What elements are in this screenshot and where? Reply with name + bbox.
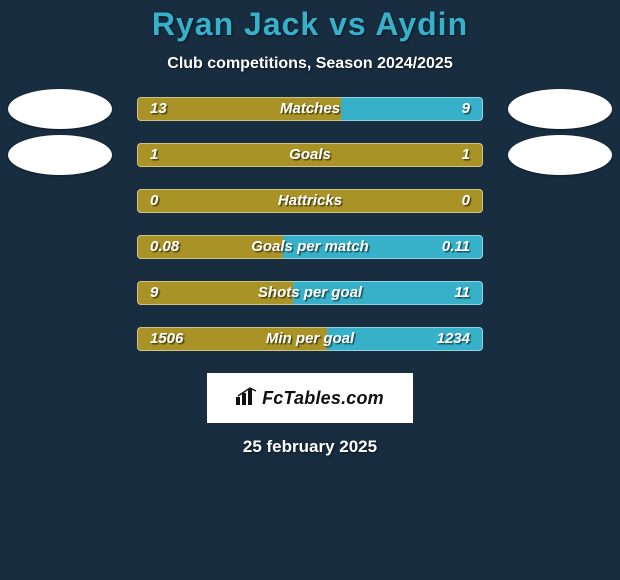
stat-label: Goals per match <box>137 235 483 259</box>
avatar-left <box>8 135 112 175</box>
stat-label: Goals <box>137 143 483 167</box>
avatar-left <box>8 89 112 129</box>
stat-row: 11Goals <box>0 143 620 167</box>
branding-box: FcTables.com <box>207 373 413 423</box>
subtitle: Club competitions, Season 2024/2025 <box>0 55 620 73</box>
stat-label: Shots per goal <box>137 281 483 305</box>
stat-label: Hattricks <box>137 189 483 213</box>
branding-label: FcTables.com <box>262 388 384 409</box>
page-title: Ryan Jack vs Aydin <box>0 0 620 43</box>
stat-row: 00Hattricks <box>0 189 620 213</box>
stat-row: 139Matches <box>0 97 620 121</box>
stat-label: Min per goal <box>137 327 483 351</box>
branding-chart-icon <box>236 387 258 410</box>
stat-row: 15061234Min per goal <box>0 327 620 351</box>
avatar-right <box>508 89 612 129</box>
date-label: 25 february 2025 <box>0 437 620 457</box>
stat-row: 911Shots per goal <box>0 281 620 305</box>
stats-rows: 139Matches 11Goals 00Hattricks 0.080.11Goal… <box>0 97 620 351</box>
comparison-infographic: Ryan Jack vs Aydin Club competitions, Se… <box>0 0 620 580</box>
avatar-right <box>508 135 612 175</box>
stat-label: Matches <box>137 97 483 121</box>
stat-row: 0.080.11Goals per match <box>0 235 620 259</box>
